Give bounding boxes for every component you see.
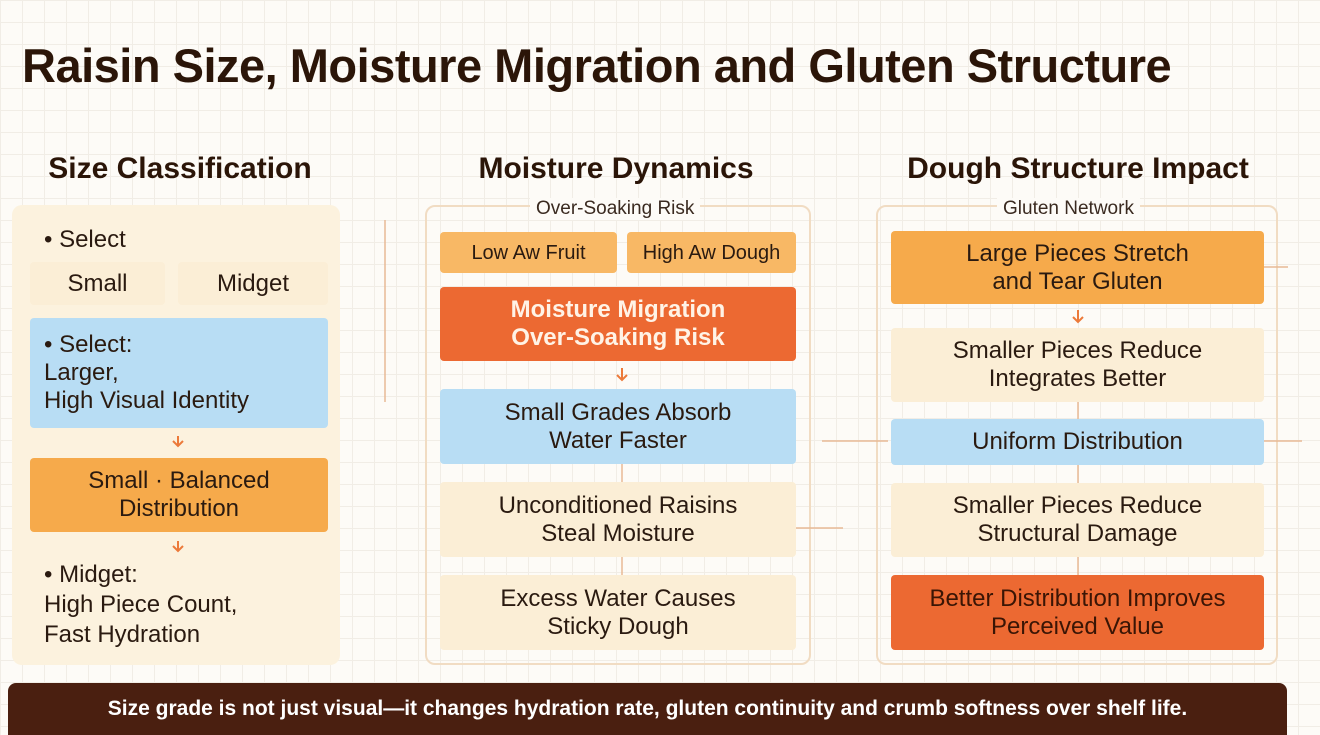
flow-box: Small Grades Absorb Water Faster: [440, 389, 796, 464]
flow-box: Unconditioned Raisins Steal Moisture: [440, 482, 796, 557]
panel-label: Gluten Network: [997, 198, 1140, 220]
bullet-text: • Midget: High Piece Count, Fast Hydrati…: [44, 561, 238, 648]
flow-box: Better Distribution Improves Perceived V…: [891, 575, 1264, 650]
size-box: Small: [30, 262, 165, 305]
title: Raisin Size, Moisture Migration and Glut…: [22, 39, 1172, 92]
column-heading: Size Classification: [48, 152, 312, 185]
column-heading: Moisture Dynamics: [478, 152, 754, 185]
flow-box: Smaller Pieces Reduce Integrates Better: [891, 328, 1264, 402]
size-box: Midget: [178, 262, 328, 305]
footer-banner: Size grade is not just visual—it changes…: [8, 683, 1287, 735]
info-box: • Select: Larger, High Visual Identity: [30, 318, 328, 428]
flow-box: Smaller Pieces Reduce Structural Damage: [891, 483, 1264, 557]
flow-box: Excess Water Causes Sticky Dough: [440, 575, 796, 650]
bullet-text: • Select: [44, 226, 126, 253]
info-box: Small · Balanced Distribution: [30, 458, 328, 532]
flow-box: Large Pieces Stretch and Tear Gluten: [891, 231, 1264, 304]
flow-box: Uniform Distribution: [891, 419, 1264, 465]
column-heading: Dough Structure Impact: [907, 152, 1249, 185]
footer-text: Size grade is not just visual—it changes…: [107, 697, 1188, 720]
tag-box: High Aw Dough: [627, 232, 796, 273]
flow-box: Moisture Migration Over-Soaking Risk: [440, 287, 796, 361]
panel-label: Over-Soaking Risk: [530, 198, 701, 220]
tag-box: Low Aw Fruit: [440, 232, 617, 273]
